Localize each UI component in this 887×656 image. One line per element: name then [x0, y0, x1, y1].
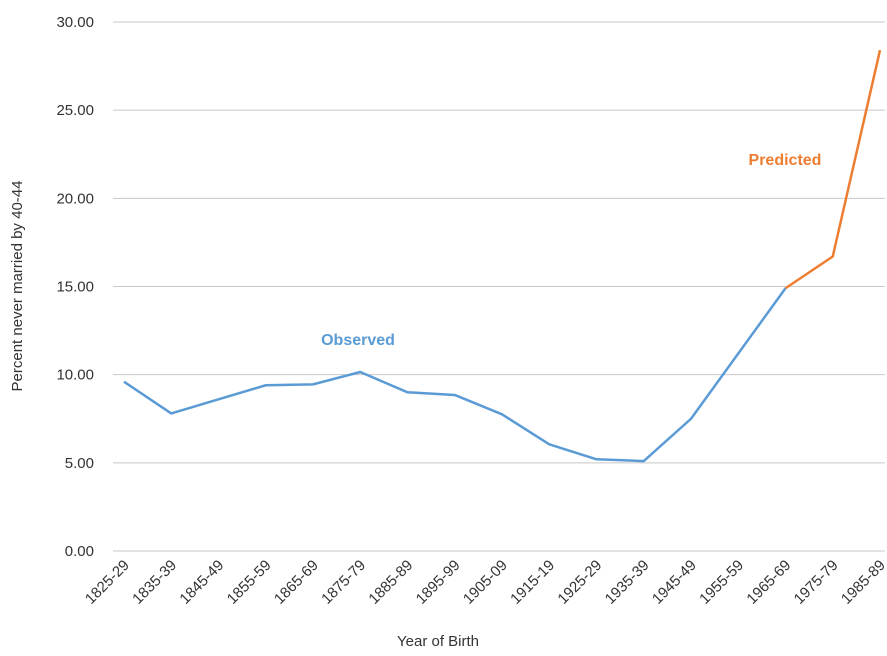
y-tick-label: 15.00: [56, 279, 94, 296]
x-tick-label: 1985-89: [838, 557, 887, 608]
x-tick-label: 1835-39: [129, 557, 180, 608]
x-tick-label: 1865-69: [271, 557, 322, 608]
x-axis-label: Year of Birth: [397, 633, 479, 650]
y-tick-label: 25.00: [56, 102, 94, 119]
x-tick-label: 1855-59: [224, 557, 275, 608]
y-tick-label: 20.00: [56, 190, 94, 207]
series-line: [123, 287, 787, 463]
x-tick-label: 1825-29: [82, 557, 133, 608]
series-line: [784, 49, 882, 290]
x-tick-label: 1925-29: [554, 557, 605, 608]
y-tick-label: 5.00: [65, 455, 94, 472]
y-tick-label: 30.00: [56, 14, 94, 31]
y-tick-label: 0.00: [65, 543, 94, 560]
x-tick-label: 1905-09: [460, 557, 511, 608]
x-tick-label: 1975-79: [791, 557, 842, 608]
x-tick-label: 1895-99: [413, 557, 464, 608]
series-annotation: Observed: [321, 332, 395, 349]
x-tick-label: 1955-59: [696, 557, 747, 608]
x-tick-label: 1885-89: [365, 557, 416, 608]
y-tick-label: 10.00: [56, 367, 94, 384]
x-tick-label: 1935-39: [602, 557, 653, 608]
x-tick-label: 1845-49: [176, 557, 227, 608]
x-tick-label: 1915-19: [507, 557, 558, 608]
y-axis-label: Percent never married by 40-44: [9, 181, 26, 392]
x-tick-label: 1965-69: [743, 557, 794, 608]
series-annotation: Predicted: [749, 152, 822, 169]
x-tick-label: 1875-79: [318, 557, 369, 608]
x-tick-label: 1945-49: [649, 557, 700, 608]
